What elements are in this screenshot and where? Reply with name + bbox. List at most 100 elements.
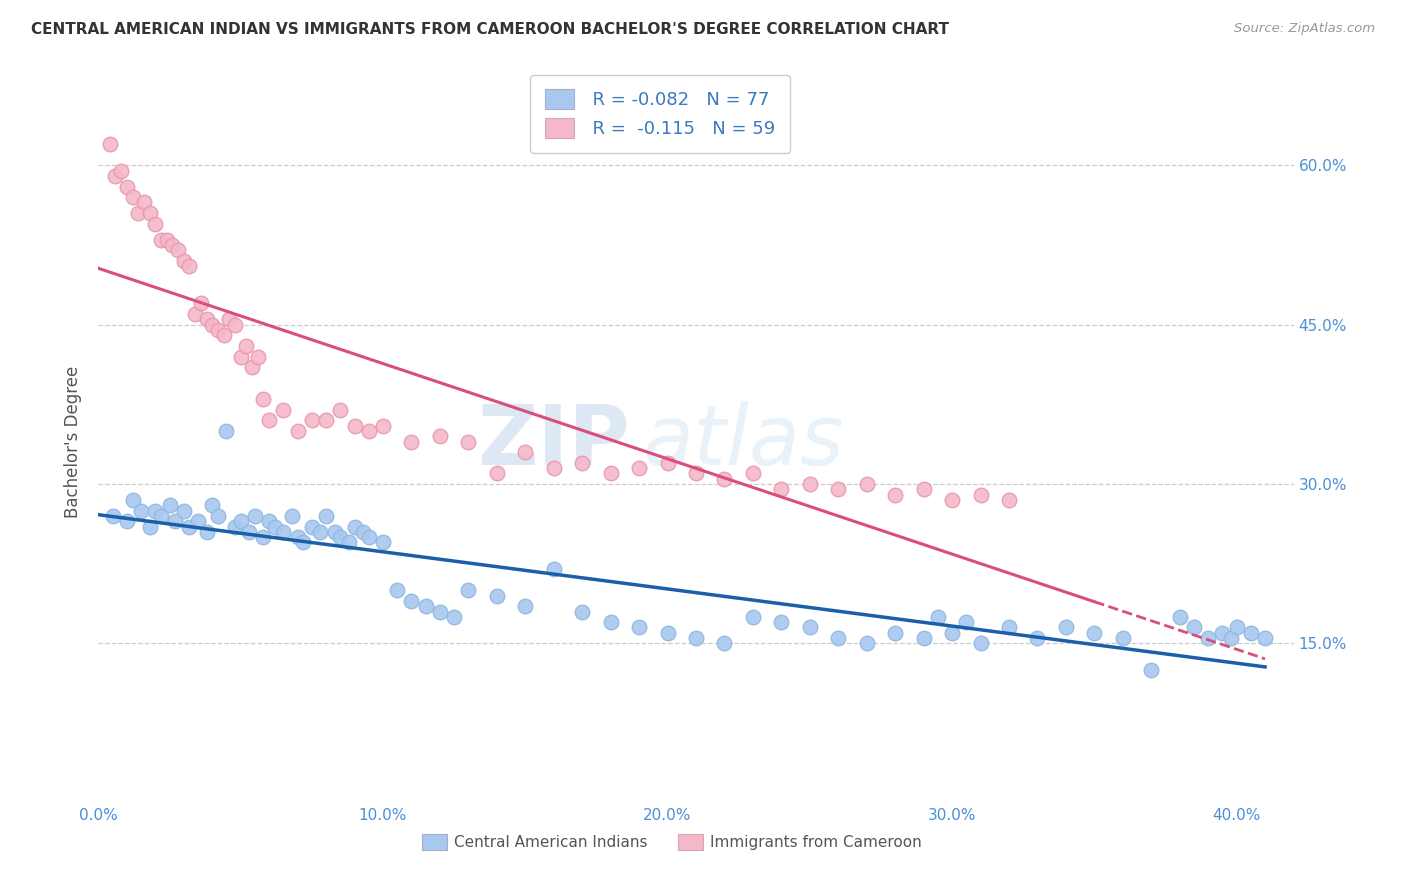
- Point: [799, 477, 821, 491]
- Point: [457, 583, 479, 598]
- Point: [371, 535, 394, 549]
- Point: [927, 610, 949, 624]
- Point: [201, 318, 224, 332]
- Point: [301, 413, 323, 427]
- Point: [1168, 610, 1191, 624]
- Point: [329, 402, 352, 417]
- Point: [912, 483, 935, 497]
- Point: [115, 514, 138, 528]
- Point: [173, 254, 195, 268]
- Point: [229, 350, 252, 364]
- Point: [212, 328, 235, 343]
- Point: [143, 217, 166, 231]
- Point: [337, 535, 360, 549]
- Point: [156, 233, 179, 247]
- Point: [129, 503, 152, 517]
- Point: [352, 524, 374, 539]
- Point: [238, 524, 260, 539]
- Point: [173, 503, 195, 517]
- Point: [315, 413, 337, 427]
- Point: [301, 519, 323, 533]
- Point: [162, 238, 184, 252]
- Point: [827, 483, 849, 497]
- Point: [770, 615, 793, 630]
- Point: [235, 339, 257, 353]
- Legend: Central American Indians, Immigrants from Cameroon: Central American Indians, Immigrants fro…: [416, 828, 928, 856]
- Point: [1219, 631, 1241, 645]
- Point: [941, 625, 963, 640]
- Point: [329, 530, 352, 544]
- Point: [273, 524, 295, 539]
- Point: [912, 631, 935, 645]
- Text: atlas: atlas: [643, 401, 844, 482]
- Point: [252, 392, 274, 406]
- Point: [741, 610, 763, 624]
- Point: [855, 636, 877, 650]
- Point: [273, 402, 295, 417]
- Text: Source: ZipAtlas.com: Source: ZipAtlas.com: [1234, 22, 1375, 36]
- Point: [263, 519, 285, 533]
- Point: [165, 514, 187, 528]
- Point: [1240, 625, 1263, 640]
- Point: [599, 467, 621, 481]
- Point: [150, 233, 173, 247]
- Point: [257, 514, 280, 528]
- Point: [855, 477, 877, 491]
- Point: [1054, 620, 1077, 634]
- Point: [415, 599, 437, 614]
- Point: [195, 524, 218, 539]
- Point: [229, 514, 252, 528]
- Point: [741, 467, 763, 481]
- Point: [357, 424, 380, 438]
- Point: [1197, 631, 1219, 645]
- Point: [207, 508, 229, 523]
- Point: [292, 535, 315, 549]
- Point: [287, 530, 309, 544]
- Point: [657, 625, 679, 640]
- Point: [1226, 620, 1249, 634]
- Point: [371, 418, 394, 433]
- Point: [195, 312, 218, 326]
- Point: [138, 206, 160, 220]
- Point: [385, 583, 409, 598]
- Point: [1112, 631, 1135, 645]
- Point: [599, 615, 621, 630]
- Point: [543, 461, 565, 475]
- Point: [179, 259, 201, 273]
- Point: [955, 615, 977, 630]
- Point: [243, 508, 266, 523]
- Point: [515, 445, 537, 459]
- Point: [1140, 663, 1163, 677]
- Text: ZIP: ZIP: [478, 401, 630, 482]
- Point: [998, 493, 1021, 508]
- Point: [485, 467, 508, 481]
- Point: [1182, 620, 1205, 634]
- Point: [315, 508, 337, 523]
- Point: [121, 493, 143, 508]
- Point: [1083, 625, 1105, 640]
- Y-axis label: Bachelor's Degree: Bachelor's Degree: [65, 366, 83, 517]
- Point: [309, 524, 332, 539]
- Point: [443, 610, 465, 624]
- Point: [207, 323, 229, 337]
- Point: [127, 206, 149, 220]
- Text: CENTRAL AMERICAN INDIAN VS IMMIGRANTS FROM CAMEROON BACHELOR'S DEGREE CORRELATIO: CENTRAL AMERICAN INDIAN VS IMMIGRANTS FR…: [31, 22, 949, 37]
- Point: [628, 620, 651, 634]
- Point: [571, 456, 593, 470]
- Point: [884, 488, 907, 502]
- Point: [215, 424, 238, 438]
- Point: [104, 169, 127, 183]
- Point: [184, 307, 207, 321]
- Point: [827, 631, 849, 645]
- Point: [969, 636, 991, 650]
- Point: [657, 456, 679, 470]
- Point: [1026, 631, 1049, 645]
- Point: [287, 424, 309, 438]
- Point: [343, 519, 366, 533]
- Point: [201, 498, 224, 512]
- Point: [628, 461, 651, 475]
- Point: [218, 312, 240, 326]
- Point: [457, 434, 479, 449]
- Point: [685, 631, 707, 645]
- Point: [138, 519, 160, 533]
